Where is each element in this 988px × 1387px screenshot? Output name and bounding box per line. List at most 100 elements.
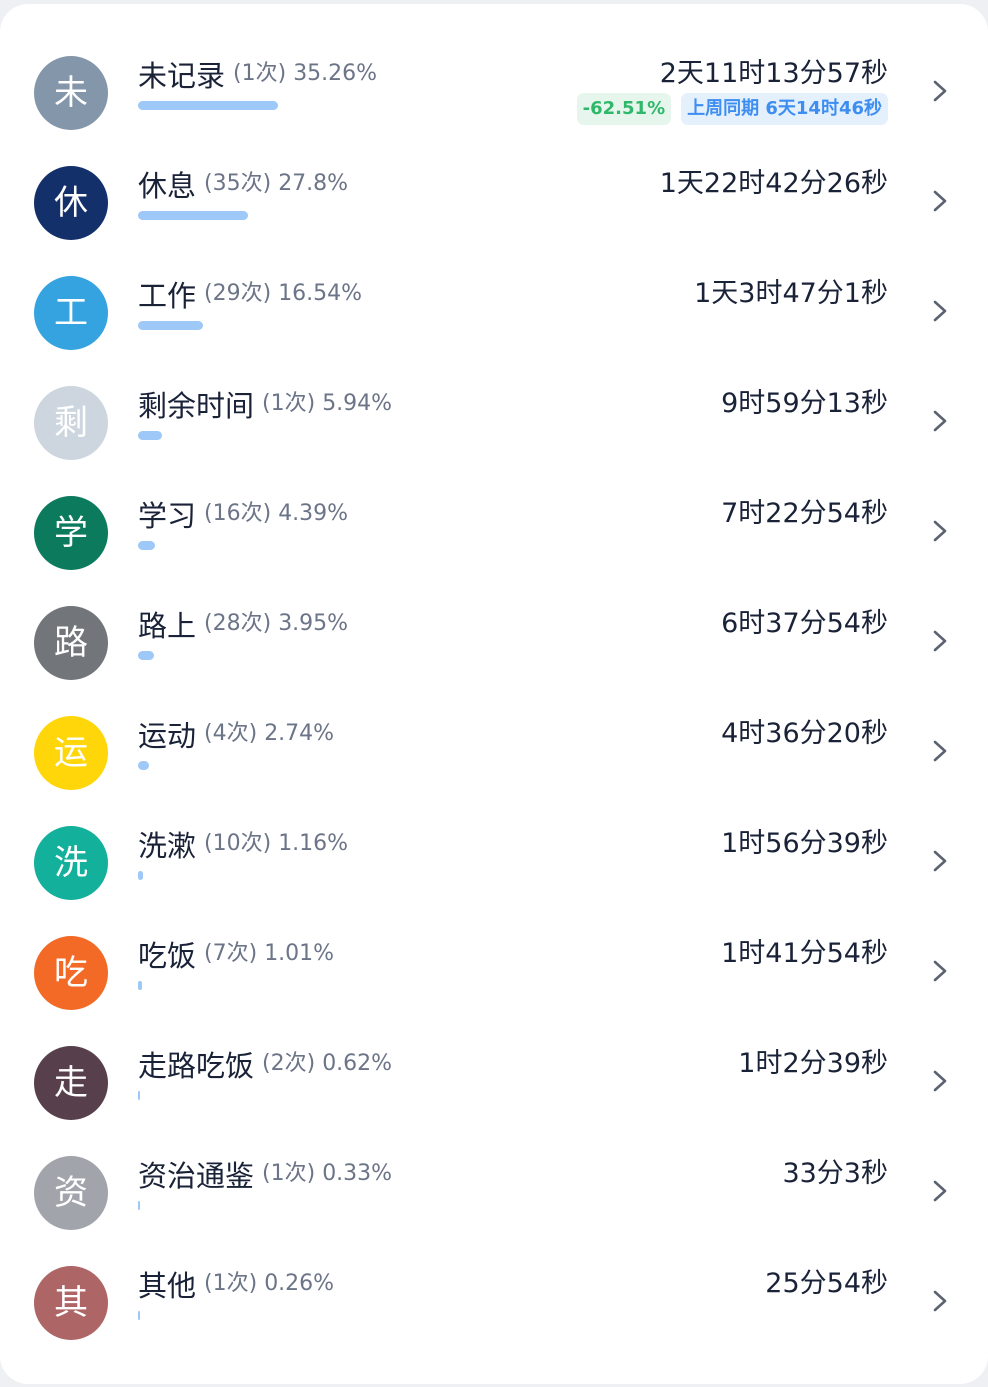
category-count: (1次) [233, 61, 287, 86]
category-ratio-bar [138, 761, 149, 770]
chevron-right-icon[interactable] [928, 629, 952, 653]
category-row-1[interactable]: 休 休息 (35次) 27.8% 1天22时42分26秒 [0, 149, 988, 259]
category-ratio-bar [138, 431, 162, 440]
avatar-initial: 学 [54, 513, 88, 553]
category-row-4[interactable]: 学 学习 (16次) 4.39% 7时22分54秒 [0, 479, 988, 589]
category-info: 洗漱 (10次) 1.16% [138, 823, 348, 865]
category-row-0[interactable]: 未 未记录 (1次) 35.26% 2天11时13分57秒 -62.51% 上周同期… [0, 39, 988, 149]
category-name: 剩余时间 [138, 389, 255, 423]
category-count-percent: (29次) 16.54% [204, 281, 362, 306]
avatar-initial: 剩 [54, 403, 88, 443]
category-info: 运动 (4次) 2.74% [138, 713, 334, 755]
category-count: (16次) [204, 501, 272, 526]
avatar-initial: 资 [54, 1173, 88, 1213]
category-avatar: 运 [34, 716, 108, 790]
category-info: 剩余时间 (1次) 5.94% [138, 383, 392, 425]
category-count-percent: (2次) 0.62% [262, 1051, 392, 1076]
category-duration: 1时56分39秒 [721, 828, 888, 859]
category-row-10[interactable]: 资 资治通鉴 (1次) 0.33% 33分3秒 [0, 1139, 988, 1249]
avatar-initial: 路 [54, 623, 88, 663]
category-info: 资治通鉴 (1次) 0.33% [138, 1153, 392, 1195]
category-percent: 4.39% [278, 501, 349, 526]
category-count-percent: (1次) 0.33% [262, 1161, 392, 1186]
chevron-right-icon[interactable] [928, 189, 952, 213]
category-ratio-bar [138, 211, 249, 220]
category-duration: 9时59分13秒 [721, 388, 888, 419]
category-count-percent: (1次) 35.26% [233, 61, 377, 86]
category-row-11[interactable]: 其 其他 (1次) 0.26% 25分54秒 [0, 1249, 988, 1359]
category-name: 路上 [138, 609, 197, 643]
category-name: 其他 [138, 1269, 197, 1303]
chevron-right-icon[interactable] [928, 519, 952, 543]
category-name: 未记录 [138, 59, 226, 93]
avatar-initial: 吃 [54, 953, 88, 993]
category-row-2[interactable]: 工 工作 (29次) 16.54% 1天3时47分1秒 [0, 259, 988, 369]
category-info: 走路吃饭 (2次) 0.62% [138, 1043, 392, 1085]
chevron-right-icon[interactable] [928, 739, 952, 763]
category-ratio-bar [138, 651, 154, 660]
category-count-percent: (16次) 4.39% [204, 501, 348, 526]
category-name: 运动 [138, 719, 197, 753]
category-count: (1次) [204, 1271, 258, 1296]
chevron-right-icon[interactable] [928, 299, 952, 323]
category-count: (35次) [204, 171, 272, 196]
category-avatar: 洗 [34, 826, 108, 900]
category-count: (10次) [204, 831, 272, 856]
category-row-5[interactable]: 路 路上 (28次) 3.95% 6时37分54秒 [0, 589, 988, 699]
category-row-6[interactable]: 运 运动 (4次) 2.74% 4时36分20秒 [0, 699, 988, 809]
category-duration: 1时41分54秒 [721, 938, 888, 969]
chevron-right-icon[interactable] [928, 1069, 952, 1093]
category-count-percent: (35次) 27.8% [204, 171, 348, 196]
category-count: (4次) [204, 721, 258, 746]
chevron-right-icon[interactable] [928, 849, 952, 873]
avatar-initial: 其 [54, 1283, 88, 1323]
category-info: 工作 (29次) 16.54% [138, 273, 362, 315]
category-name: 休息 [138, 169, 197, 203]
chevron-right-icon[interactable] [928, 409, 952, 433]
avatar-initial: 运 [54, 733, 88, 773]
category-info: 路上 (28次) 3.95% [138, 603, 348, 645]
chevron-right-icon[interactable] [928, 79, 952, 103]
category-count: (1次) [262, 1161, 316, 1186]
chevron-right-icon[interactable] [928, 1179, 952, 1203]
category-row-7[interactable]: 洗 洗漱 (10次) 1.16% 1时56分39秒 [0, 809, 988, 919]
avatar-initial: 未 [54, 73, 88, 113]
category-count-percent: (7次) 1.01% [204, 941, 334, 966]
category-duration: 33分3秒 [782, 1158, 888, 1189]
category-row-8[interactable]: 吃 吃饭 (7次) 1.01% 1时41分54秒 [0, 919, 988, 1029]
category-duration: 6时37分54秒 [721, 608, 888, 639]
category-name: 吃饭 [138, 939, 197, 973]
category-percent: 1.01% [264, 941, 335, 966]
category-percent: 16.54% [278, 281, 363, 306]
category-percent: 5.94% [322, 391, 393, 416]
category-name: 资治通鉴 [138, 1159, 255, 1193]
category-count: (1次) [262, 391, 316, 416]
category-percent: 27.8% [278, 171, 349, 196]
category-stats-card: 未 未记录 (1次) 35.26% 2天11时13分57秒 -62.51% 上周同期… [0, 4, 988, 1384]
category-ratio-bar [138, 321, 204, 330]
category-percent: 1.16% [278, 831, 349, 856]
category-duration: 1天3时47分1秒 [694, 278, 888, 309]
category-info: 学习 (16次) 4.39% [138, 493, 348, 535]
chevron-right-icon[interactable] [928, 1289, 952, 1313]
category-ratio-bar [138, 871, 143, 880]
avatar-initial: 休 [54, 183, 88, 223]
category-count-percent: (1次) 0.26% [204, 1271, 334, 1296]
category-duration: 7时22分54秒 [721, 498, 888, 529]
category-row-3[interactable]: 剩 剩余时间 (1次) 5.94% 9时59分13秒 [0, 369, 988, 479]
category-ratio-bar [138, 1311, 140, 1320]
category-count-percent: (4次) 2.74% [204, 721, 334, 746]
chevron-right-icon[interactable] [928, 959, 952, 983]
avatar-initial: 走 [54, 1063, 88, 1103]
week-comparison: -62.51% 上周同期 6天14时46秒 [576, 93, 888, 125]
category-name: 学习 [138, 499, 197, 533]
avatar-initial: 工 [54, 293, 88, 333]
category-name: 洗漱 [138, 829, 197, 863]
category-duration: 2天11时13分57秒 [659, 58, 888, 89]
category-name: 工作 [138, 279, 197, 313]
category-duration: 4时36分20秒 [721, 718, 888, 749]
last-week-badge: 上周同期 6天14时46秒 [681, 93, 888, 125]
category-row-9[interactable]: 走 走路吃饭 (2次) 0.62% 1时2分39秒 [0, 1029, 988, 1139]
category-avatar: 学 [34, 496, 108, 570]
category-duration: 1天22时42分26秒 [659, 168, 888, 199]
